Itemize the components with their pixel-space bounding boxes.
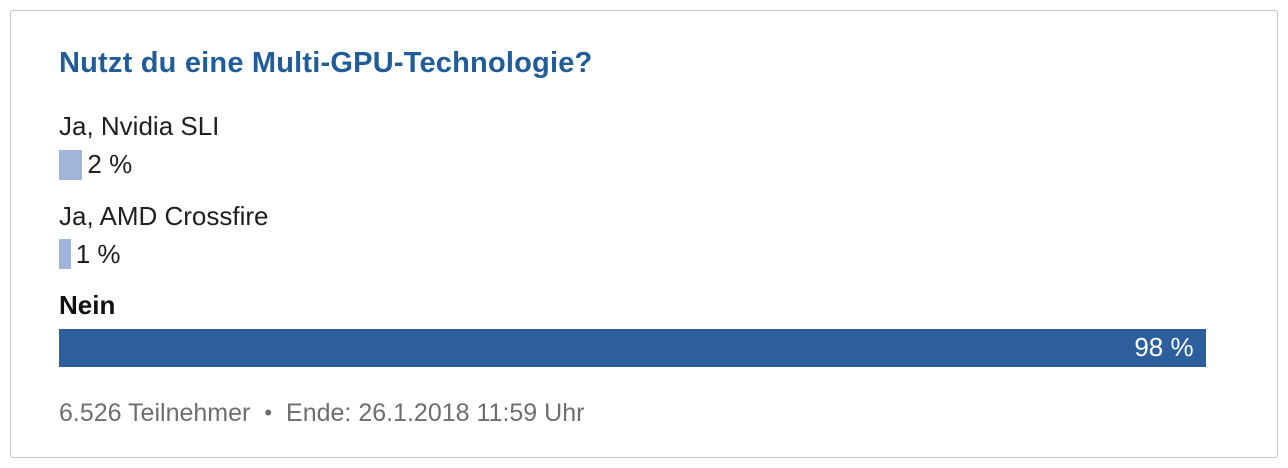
poll-card: Nutzt du eine Multi-GPU-Technologie? Ja,… [10, 10, 1278, 458]
option-percent: 98 % [1134, 332, 1194, 362]
poll-end-date: Ende: 26.1.2018 11:59 Uhr [286, 398, 585, 427]
option-percent: 1 % [75, 238, 121, 269]
poll-option-nein: Nein 98 % [59, 289, 1229, 367]
option-bar [59, 149, 83, 180]
poll-option-amd-crossfire: Ja, AMD Crossfire 1 % [59, 200, 1229, 269]
option-bar [59, 239, 71, 269]
option-bar-row: 2 % [59, 149, 1229, 180]
poll-title: Nutzt du eine Multi-GPU-Technologie? [59, 47, 593, 79]
poll-footer: 6.526 Teilnehmer • Ende: 26.1.2018 11:59… [59, 399, 1229, 428]
option-label: Ja, AMD Crossfire [59, 200, 269, 231]
option-label: Nein [59, 290, 116, 320]
option-bar-row: 1 % [59, 239, 1229, 269]
option-bar: 98 % [59, 328, 1206, 367]
bullet-separator-icon: • [264, 400, 273, 425]
option-percent: 2 % [87, 149, 133, 179]
option-label: Ja, Nvidia SLI [59, 111, 220, 141]
participants-count: 6.526 Teilnehmer [59, 398, 251, 427]
poll-option-nvidia-sli: Ja, Nvidia SLI 2 % [59, 110, 1229, 180]
